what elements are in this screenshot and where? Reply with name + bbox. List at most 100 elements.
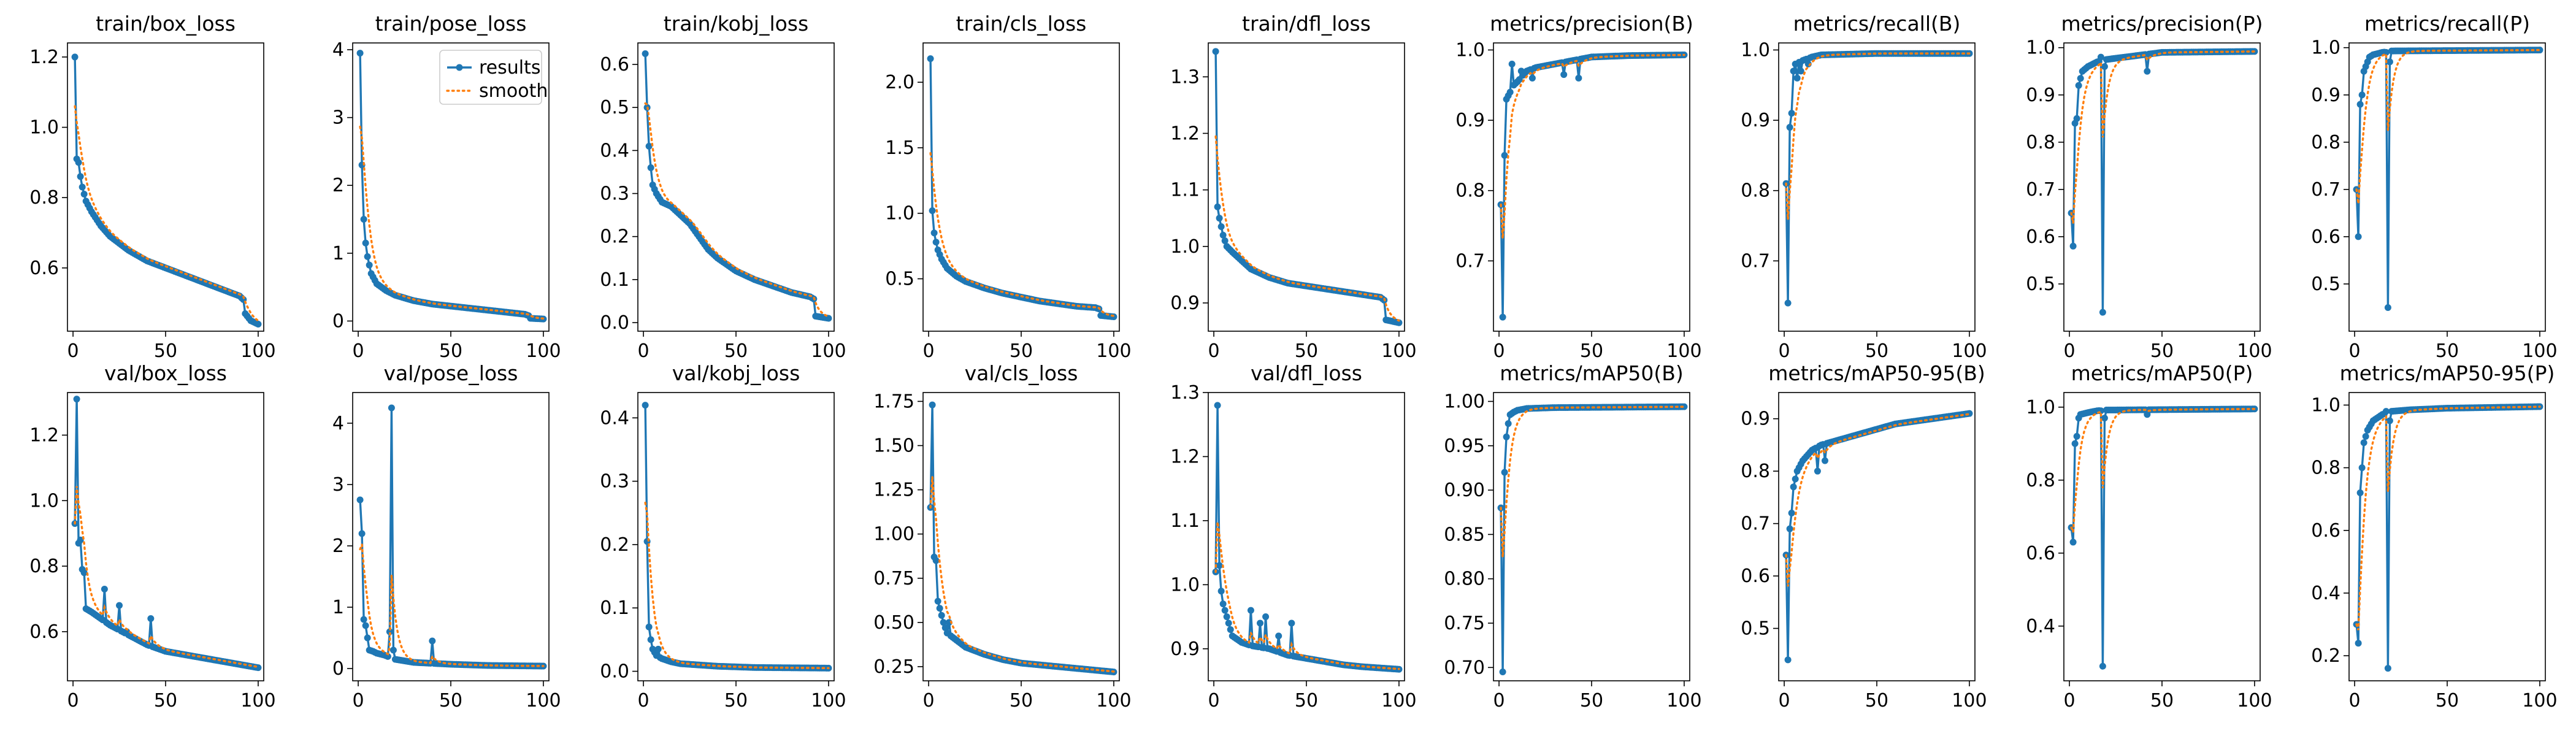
y-tick-label: 0.95	[1444, 435, 1485, 457]
panel-title: metrics/precision(B)	[1490, 12, 1693, 36]
x-tick-label: 50	[154, 690, 177, 711]
x-tick-label: 50	[2436, 690, 2459, 711]
y-tick-label: 1.0	[2026, 37, 2055, 59]
results-point	[2101, 415, 2108, 422]
results-point	[929, 401, 936, 408]
results-point	[2358, 91, 2366, 99]
smooth-line	[929, 151, 1115, 317]
x-tick-label: 0	[2064, 340, 2076, 362]
plot-area	[1493, 392, 1690, 681]
results-point	[932, 239, 940, 246]
y-tick-label: 0.75	[873, 568, 914, 589]
results-point	[388, 404, 395, 412]
results-point	[645, 623, 653, 631]
results-point	[932, 557, 940, 564]
legend-results-marker	[456, 64, 463, 71]
results-point	[1788, 510, 1795, 517]
y-tick-label: 1.3	[1170, 382, 1200, 404]
y-tick-label: 0.6	[29, 258, 59, 279]
smooth-line	[644, 102, 830, 318]
results-point	[1499, 313, 1506, 321]
panel-train-cls-loss: train/cls_loss 0 50 100 0.5 1.0 1.5 2.0	[885, 12, 1131, 362]
results-point	[362, 239, 369, 247]
x-tick-label: 100	[2237, 340, 2272, 362]
smooth-line	[2355, 405, 2541, 631]
y-tick-label: 1.2	[1170, 446, 1200, 467]
smooth-line	[1214, 135, 1400, 322]
results-point	[1257, 619, 1264, 627]
results-point	[80, 569, 88, 577]
results-point	[356, 50, 364, 57]
y-tick-label: 1.3	[1170, 66, 1200, 88]
results-point	[645, 142, 653, 150]
results-point	[1247, 607, 1254, 614]
smooth-line	[359, 125, 545, 320]
y-tick-label: 0.80	[1444, 569, 1485, 590]
x-tick-label: 100	[811, 340, 846, 362]
panel-title: train/kobj_loss	[664, 12, 808, 36]
results-point	[1506, 88, 1514, 96]
x-tick-label: 0	[1779, 340, 1790, 362]
results-point	[930, 229, 938, 237]
results-point	[77, 536, 84, 543]
y-tick-label: 1.2	[29, 424, 59, 446]
x-tick-label: 100	[2522, 690, 2557, 711]
panel-title: metrics/mAP50-95(B)	[1768, 361, 1985, 385]
panel-title: train/dfl_loss	[1242, 12, 1371, 36]
panel-title: train/pose_loss	[375, 12, 527, 36]
y-tick-label: 0.9	[1170, 638, 1200, 660]
results-point	[1501, 151, 1508, 159]
plot-area	[922, 42, 1120, 332]
y-tick-label: 1	[332, 243, 344, 264]
x-tick-label: 100	[526, 340, 561, 362]
plot-area	[2063, 392, 2261, 681]
results-point	[642, 50, 649, 58]
results-point	[927, 55, 934, 63]
x-tick-label: 0	[1779, 690, 1790, 711]
x-tick-label: 50	[1865, 690, 1888, 711]
y-tick-label: 0.8	[1455, 180, 1485, 202]
x-tick-label: 50	[1010, 340, 1033, 362]
results-point	[364, 253, 371, 260]
x-tick-label: 0	[67, 340, 79, 362]
results-point	[1217, 588, 1225, 595]
panel-title: metrics/precision(P)	[2061, 12, 2263, 36]
y-tick-label: 0.8	[2311, 132, 2340, 153]
x-tick-label: 50	[2436, 340, 2459, 362]
results-point	[1790, 67, 1797, 75]
y-tick-label: 0.6	[600, 54, 629, 75]
y-tick-label: 0.7	[1741, 250, 1770, 272]
smooth-line	[359, 544, 545, 667]
results-point	[1214, 203, 1221, 210]
results-point	[2077, 75, 2084, 82]
x-tick-label: 0	[353, 690, 364, 711]
results-point	[1395, 319, 1403, 326]
y-tick-label: 4	[332, 39, 344, 61]
results-point	[2536, 47, 2543, 54]
results-point	[2073, 432, 2080, 440]
x-tick-label: 100	[1666, 690, 1701, 711]
results-point	[1575, 74, 1582, 82]
x-tick-label: 0	[638, 340, 650, 362]
results-point	[366, 261, 373, 269]
results-point	[429, 637, 436, 645]
y-tick-label: 0.7	[1741, 513, 1770, 535]
y-tick-label: 0.2	[2311, 645, 2340, 667]
y-tick-label: 0.6	[1741, 565, 1770, 587]
y-tick-label: 0	[332, 658, 344, 680]
panel-metrics-precision-b: metrics/precision(B) 0 50 100 0.7 0.8 0.9 1.0	[1455, 12, 1701, 362]
results-point	[116, 602, 123, 609]
results-point	[654, 645, 662, 653]
y-tick-label: 1.1	[1170, 510, 1200, 532]
y-tick-label: 0.0	[600, 312, 629, 334]
results-point	[1505, 420, 1512, 427]
smooth-line	[74, 486, 259, 669]
results-point	[1797, 67, 1804, 75]
results-point	[1790, 483, 1797, 491]
panel-title: val/kobj_loss	[672, 361, 800, 385]
results-point	[2069, 539, 2077, 546]
x-tick-label: 0	[2349, 690, 2361, 711]
plot-area	[637, 392, 835, 681]
y-tick-label: 0.4	[600, 140, 629, 161]
y-tick-label: 1.0	[1170, 236, 1200, 258]
